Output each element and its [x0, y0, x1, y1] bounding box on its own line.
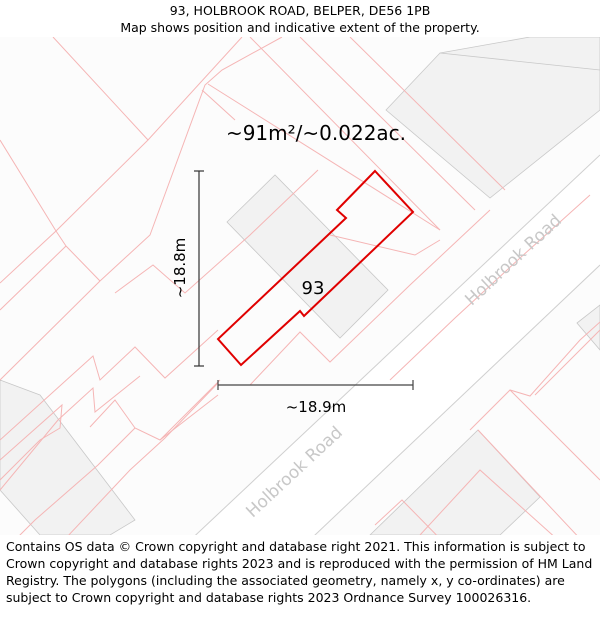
property-map[interactable]: ~91m²/~0.022ac. 93 ~18.8m ~18.9m Holbroo…	[0, 37, 600, 535]
buildings	[0, 37, 600, 535]
map-header: 93, HOLBROOK ROAD, BELPER, DE56 1PB Map …	[0, 0, 600, 39]
width-measure-label: ~18.9m	[286, 398, 347, 416]
subject-property-outline[interactable]	[216, 169, 415, 367]
attribution-text: Contains OS data © Crown copyright and d…	[6, 539, 593, 605]
parcel-boundaries	[0, 37, 600, 535]
height-measure-line	[194, 170, 204, 367]
width-measure-line	[217, 380, 414, 390]
road-holbrook	[195, 154, 600, 535]
map-subtitle: Map shows position and indicative extent…	[120, 20, 480, 35]
height-measure-label: ~18.8m	[171, 238, 189, 299]
property-address: 93, HOLBROOK ROAD, BELPER, DE56 1PB	[169, 3, 431, 18]
area-label: ~91m²/~0.022ac.	[226, 121, 406, 145]
plot-number-label: 93	[302, 278, 325, 299]
